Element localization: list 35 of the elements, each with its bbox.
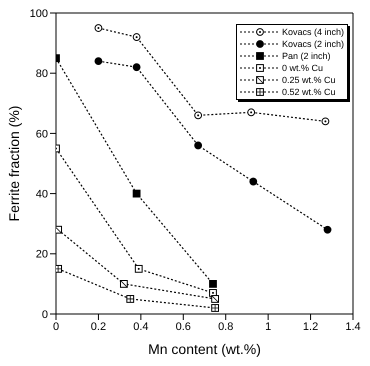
- y-tick-label: 60: [36, 128, 48, 140]
- x-tick-label: 0.2: [90, 320, 106, 333]
- y-axis-title: Ferrite fraction (%): [6, 106, 22, 222]
- point: [132, 190, 141, 198]
- point: [247, 108, 256, 116]
- y-tick-label: 100: [30, 8, 48, 20]
- x-tick-label: 1.4: [345, 320, 361, 333]
- x-tick-label: 0.8: [218, 320, 234, 333]
- point: [194, 142, 202, 150]
- point: [209, 280, 217, 288]
- point: [94, 24, 102, 32]
- point: [134, 264, 143, 273]
- y-tick-label: 20: [36, 248, 48, 261]
- x-tick-label: 1.2: [302, 320, 318, 333]
- legend-label: 0.52 wt.% Cu: [282, 87, 336, 97]
- legend-label: Kovacs (4 inch): [282, 27, 344, 37]
- y-tick-label: 80: [36, 68, 48, 80]
- point: [194, 111, 202, 120]
- legend-label: Pan (2 inch): [282, 51, 330, 61]
- point: [249, 178, 258, 186]
- legend-label: 0 wt.% Cu: [282, 63, 323, 73]
- y-tick-label: 0: [42, 308, 48, 321]
- x-tick-label: 0.4: [133, 320, 149, 333]
- x-axis-title: Mn content (wt.%): [148, 341, 261, 357]
- x-tick-label: 0: [52, 320, 60, 333]
- point: [94, 57, 102, 66]
- point: [132, 33, 141, 41]
- point: [322, 117, 330, 126]
- y-tick-label: 40: [36, 188, 48, 201]
- x-tick-label: 0.6: [176, 320, 191, 333]
- x-tick-label: 1: [265, 320, 272, 333]
- legend-label: 0.25 wt.% Cu: [282, 75, 336, 85]
- point: [324, 226, 332, 234]
- point: [132, 63, 141, 72]
- legend-label: Kovacs (2 inch): [282, 39, 344, 49]
